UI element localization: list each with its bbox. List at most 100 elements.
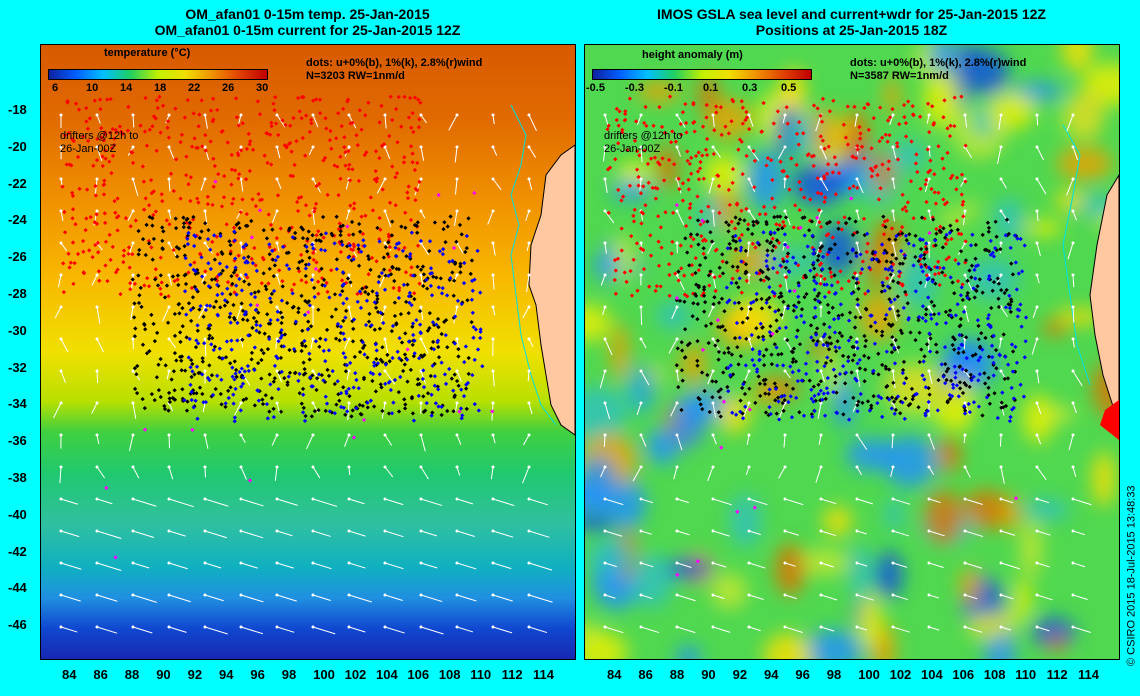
current-arrow-origin bbox=[275, 177, 279, 181]
current-arrow-origin bbox=[383, 593, 387, 597]
drifter-dot bbox=[349, 414, 354, 419]
colorbar-tick-label: 0.5 bbox=[781, 82, 797, 94]
drifter-dot bbox=[1006, 362, 1011, 367]
current-arrow-origin bbox=[603, 145, 607, 149]
drifter-dot bbox=[427, 310, 432, 316]
drifter-dot bbox=[284, 250, 289, 256]
drifter-dot bbox=[764, 219, 769, 225]
current-arrow bbox=[456, 562, 477, 570]
longitude-tick-label: 88 bbox=[669, 667, 685, 682]
drifter-dot bbox=[294, 139, 299, 144]
drifter-dot bbox=[353, 370, 358, 376]
drifter-dot bbox=[373, 305, 379, 310]
drifter-dot bbox=[107, 130, 113, 135]
drifter-dot bbox=[276, 387, 281, 392]
drifter-dot bbox=[409, 230, 414, 235]
drifter-dot bbox=[174, 157, 179, 162]
drifter-dot bbox=[409, 396, 415, 401]
drifter-dot bbox=[905, 200, 910, 205]
current-arrow bbox=[384, 434, 393, 446]
longitude-tick-label: 84 bbox=[62, 667, 77, 682]
drifter-dot bbox=[164, 218, 169, 223]
drifter-dot bbox=[715, 173, 720, 178]
drifter-dot bbox=[751, 219, 756, 224]
drifter-dot bbox=[861, 216, 867, 221]
drifter-dot bbox=[862, 353, 867, 358]
drifter-dot bbox=[383, 273, 388, 278]
drifter-dot bbox=[871, 116, 876, 121]
drifter-dot bbox=[943, 235, 948, 240]
current-arrow-origin bbox=[203, 209, 207, 213]
drifter-dot bbox=[228, 251, 233, 256]
drifter-dot bbox=[1009, 261, 1014, 266]
drifter-dot bbox=[211, 184, 216, 189]
colorbar-tick-label: 30 bbox=[256, 82, 269, 94]
drifter-dot bbox=[770, 177, 775, 183]
current-arrow-origin bbox=[383, 177, 387, 181]
drifter-dot bbox=[676, 278, 681, 283]
drifter-dot bbox=[134, 391, 140, 396]
drifter-dot bbox=[121, 260, 126, 265]
current-arrow-origin bbox=[455, 401, 459, 405]
drifter-dot bbox=[856, 399, 861, 404]
drifter-dot bbox=[346, 255, 351, 260]
drifter-dot bbox=[285, 380, 290, 385]
drifter-dot bbox=[185, 241, 191, 247]
current-arrow-origin bbox=[491, 401, 495, 405]
current-arrow bbox=[712, 562, 727, 568]
drifter-dot bbox=[151, 212, 156, 218]
drifter-dot bbox=[183, 255, 188, 261]
current-arrow bbox=[670, 402, 678, 417]
current-arrow-origin bbox=[95, 273, 99, 277]
drifter-dot bbox=[874, 328, 879, 334]
current-arrow-origin bbox=[275, 241, 279, 245]
drifter-dot bbox=[963, 408, 968, 413]
drifter-dot bbox=[995, 415, 1000, 421]
drifter-dot bbox=[197, 307, 202, 312]
drifter-dot bbox=[387, 200, 393, 205]
eddy-blob bbox=[849, 545, 872, 602]
current-arrow-origin bbox=[1071, 209, 1075, 213]
drifter-dot bbox=[182, 115, 188, 120]
drifter-dot bbox=[410, 411, 416, 416]
drifter-dot bbox=[317, 268, 322, 274]
current-arrow-origin bbox=[639, 369, 643, 373]
drifter-dot bbox=[843, 370, 849, 375]
drifter-dot bbox=[471, 335, 476, 340]
current-arrow-origin bbox=[527, 273, 531, 277]
drifter-dot bbox=[194, 338, 199, 343]
current-arrow bbox=[202, 402, 206, 413]
drifter-dot bbox=[157, 94, 162, 99]
drifter-dot bbox=[126, 104, 131, 110]
drifter-dot bbox=[1001, 332, 1006, 337]
current-arrow bbox=[748, 146, 760, 161]
current-arrow bbox=[1000, 178, 1007, 189]
current-arrow-origin bbox=[491, 593, 495, 597]
current-arrow-origin bbox=[95, 465, 99, 469]
current-arrow bbox=[240, 626, 264, 635]
drifter-dot bbox=[400, 248, 406, 253]
drifter-dot bbox=[255, 303, 260, 308]
current-arrow-origin bbox=[527, 465, 531, 469]
drifter-dot bbox=[929, 186, 934, 192]
drifter-dot bbox=[95, 240, 100, 245]
drifter-dot bbox=[628, 268, 633, 274]
drifter-dot bbox=[332, 381, 337, 387]
current-arrow-origin bbox=[527, 369, 531, 373]
drifter-dot bbox=[907, 232, 912, 237]
drifter-dot bbox=[977, 277, 982, 282]
drifter-dot bbox=[968, 372, 973, 377]
drifter-dot bbox=[222, 303, 228, 308]
australia-land-right-south bbox=[1100, 400, 1119, 440]
drifter-dot bbox=[321, 348, 326, 353]
drifter-dot bbox=[110, 153, 116, 159]
drifter-dot bbox=[202, 341, 207, 346]
drifter-dot bbox=[189, 374, 194, 380]
current-arrow-origin bbox=[675, 529, 679, 533]
current-arrow bbox=[604, 626, 624, 634]
drifter-dot bbox=[235, 320, 240, 325]
drifter-dot bbox=[329, 314, 335, 319]
current-arrow bbox=[748, 210, 757, 222]
eddy-blob bbox=[1013, 577, 1032, 623]
current-arrow bbox=[527, 370, 530, 382]
